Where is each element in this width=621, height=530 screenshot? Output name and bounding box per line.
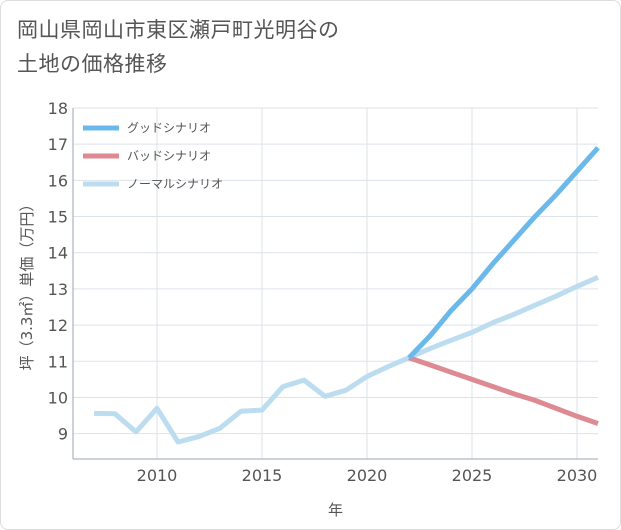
legend-label-1: バッドシナリオ	[127, 149, 211, 163]
x-tick-label: 2030	[557, 466, 598, 485]
y-tick-label: 15	[48, 208, 68, 227]
y-tick-label: 13	[48, 280, 68, 299]
series-line-1	[408, 355, 599, 426]
grid-lines	[73, 107, 598, 459]
y-tick-label: 14	[48, 244, 68, 263]
chart-title-line-1: 岡山県岡山市東区瀬戸町光明谷の	[17, 18, 340, 42]
series-line-2	[93, 275, 599, 445]
x-tick-label: 2025	[452, 466, 493, 485]
y-tick-label: 9	[58, 425, 68, 444]
y-tick-label: 18	[48, 99, 68, 118]
y-tick-label: 12	[48, 316, 68, 335]
series-lines	[93, 146, 600, 445]
axes: 9 10 11 12 13 14 15 16 17 18 2010 2015 2020 2025 2030	[48, 99, 598, 485]
y-tick-label: 11	[48, 352, 68, 371]
x-tick-label: 2015	[242, 466, 283, 485]
series-line-0	[407, 146, 600, 360]
x-tick-label: 2020	[347, 466, 388, 485]
y-tick-label: 10	[48, 388, 68, 407]
legend-label-2: ノーマルシナリオ	[127, 177, 223, 191]
y-tick-label: 16	[48, 171, 68, 190]
plot-area	[73, 108, 598, 459]
x-axis-label: 年	[328, 501, 343, 519]
y-axis-label: 坪（3.3㎡）単価（万円）	[18, 197, 36, 371]
chart-title: 岡山県岡山市東区瀬戸町光明谷の 土地の価格推移	[17, 13, 437, 81]
legend-label-0: グッドシナリオ	[127, 121, 211, 135]
x-tick-label: 2010	[137, 466, 178, 485]
y-tick-label: 17	[48, 135, 68, 154]
chart-title-line-2: 土地の価格推移	[17, 52, 168, 76]
